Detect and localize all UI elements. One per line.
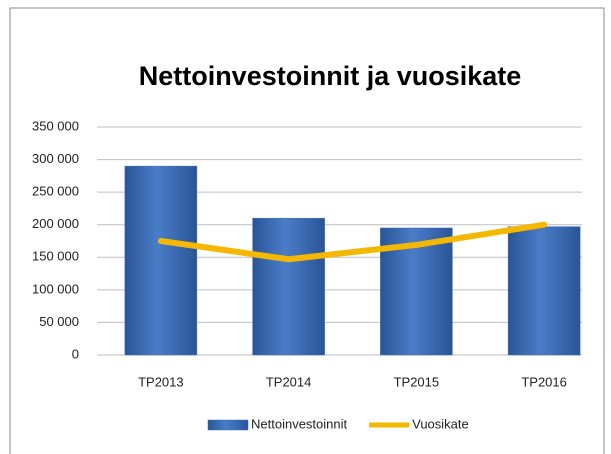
frame — [9, 7, 605, 454]
x-tick-label: TP2016 — [521, 374, 567, 389]
y-tick-label: 350 000 — [32, 118, 79, 133]
bar — [124, 165, 198, 356]
y-tick-label: 300 000 — [32, 151, 79, 166]
legend-label: Vuosikate — [412, 416, 469, 431]
x-tick-label: TP2015 — [394, 374, 440, 389]
legend-swatch — [207, 419, 249, 431]
legend-label: Nettoinvestoinnit — [251, 416, 347, 431]
y-tick-label: 50 000 — [39, 314, 79, 329]
y-tick-label: 150 000 — [32, 249, 79, 264]
y-tick-label: 100 000 — [32, 281, 79, 296]
bar — [507, 226, 581, 356]
y-tick-label: 0 — [72, 346, 79, 361]
y-tick-label: 200 000 — [32, 216, 79, 231]
x-tick-label: TP2014 — [266, 374, 312, 389]
y-tick-label: 250 000 — [32, 184, 79, 199]
bar — [252, 217, 325, 356]
x-tick-label: TP2013 — [138, 374, 184, 389]
chart-title: Nettoinvestoinnit ja vuosikate — [139, 61, 522, 91]
line — [157, 221, 548, 263]
